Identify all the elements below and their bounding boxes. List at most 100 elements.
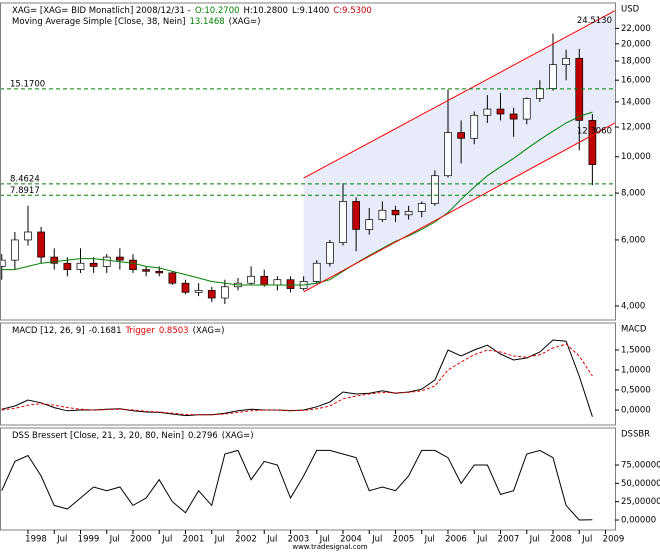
candle-body [50,256,59,264]
candle-body [129,259,137,270]
candle-body [0,259,6,267]
series-line [1,343,593,416]
legend-value: 13.1468 [190,17,225,27]
x-tick-label: 2007 [498,535,520,545]
legend-source: (XAG=) [222,431,254,441]
channel-label: 12.3060 [577,126,612,136]
legend-source: (XAG=) [229,17,261,27]
candle-body [63,262,72,270]
candle-body [352,201,360,230]
candle-body [431,175,439,204]
candle-body [536,88,544,99]
y-tick-label: 1,0000 [621,366,651,376]
x-tick-label: 2000 [130,535,152,545]
x-tick-label: 2005 [393,535,415,545]
candle-body [326,242,334,264]
x-tick-label: Jul [476,535,487,545]
x-tick-label: 2002 [235,535,257,545]
candle-body [89,262,98,267]
y-tick-label: 4,000 [621,301,645,311]
plot-area [1,449,593,521]
channel-fill [303,10,615,292]
candle-body [378,209,387,220]
footer: www.tradesignal.com [292,543,367,551]
x-tick-label: 2009 [603,535,625,545]
panel-frame [0,322,616,426]
candle-body [24,231,32,241]
candle-body [404,211,413,216]
candle-body [168,272,177,284]
y-tick-label: 10,000 [621,152,651,162]
y-tick-label: 75,00000 [621,461,660,471]
legend-value: 0.8503 [159,326,189,336]
x-tick-label: Jul [214,535,225,545]
y-tick-label: 14,000 [621,97,651,107]
header-part: H:10.2800 [244,6,288,16]
y-axis-label: MACD [621,325,647,335]
plot-area [0,10,615,304]
candle-body [365,219,374,230]
candle-body [247,275,255,284]
candle-body [207,290,216,299]
y-axis-label: USD [621,5,640,15]
series-line [1,339,593,417]
x-tick-label: 2006 [445,535,467,545]
y-tick-label: 0,00000 [621,516,656,526]
y-tick-label: 25,00000 [621,497,660,507]
y-tick-label: 1,5000 [621,346,651,356]
legend-value: 0.2796 [188,431,218,441]
header-part: L:9.1400 [292,6,329,16]
legend: MACD [12, 26, 9] -0.1681 Trigger 0.8503 (XAG… [12,326,224,336]
legend: Moving Average Simple [Close, 38, Nein] 1… [12,17,261,27]
candle-body [286,279,295,289]
plot-area [1,339,593,417]
candle-body [391,209,400,216]
legend-name: Trigger [124,326,155,336]
y-tick-label: 0,0000 [621,406,651,416]
y-tick-label: 18,000 [621,57,651,67]
candle-body [155,270,164,274]
candle-body [522,98,531,120]
legend-source: (XAG=) [193,326,225,336]
candle-body [417,203,426,212]
candle-body [116,256,124,261]
y-tick-label: 20,000 [621,39,651,49]
y-tick-label: 6,000 [621,235,645,245]
level-label: 15.1700 [10,79,45,89]
channel-line [303,122,616,293]
candle-body [509,113,518,120]
x-tick-label: Jul [109,535,120,545]
x-tick-label: 2004 [340,535,362,545]
x-tick-label: 2001 [183,535,205,545]
series-line [1,449,593,521]
legend-name: MACD [12, 26, 9] [12,326,85,336]
y-tick-label: 16,000 [621,76,651,86]
legend: DSS Bressert [Close, 21, 3, 20, 80, Nein… [12,431,254,441]
candle-body [444,132,452,177]
channel-line [303,10,616,179]
y-tick-label: 12,000 [621,123,651,133]
candle-body [260,275,269,286]
legend-name: Moving Average Simple [Close, 38, Nein] [12,17,186,27]
candle-body [470,114,479,139]
x-tick-label: Jul [529,535,540,545]
candle-body [273,279,282,286]
y-tick-label: 8,000 [621,189,645,199]
channel-label: 24.5130 [577,16,612,26]
candle-body [194,290,203,293]
x-tick-label: 2008 [550,535,572,545]
candle-body [312,262,321,282]
x-tick-label: Jul [56,535,67,545]
header: XAG= [XAG= BID Monatlich] 2008/12/31 - O:… [12,6,372,16]
y-tick-label: 0,5000 [621,386,651,396]
x-tick-label: Jul [581,535,592,545]
y-tick-label: 50,00000 [621,479,660,489]
candle-body [483,108,492,116]
legend-name: DSS Bressert [Close, 21, 3, 20, 80, Nein… [12,431,184,441]
legend-value: -0.1681 [89,326,122,336]
candle-body [142,269,150,272]
candle-body [549,64,557,89]
x-tick-label: Jul [161,535,172,545]
candle-body [496,108,505,115]
